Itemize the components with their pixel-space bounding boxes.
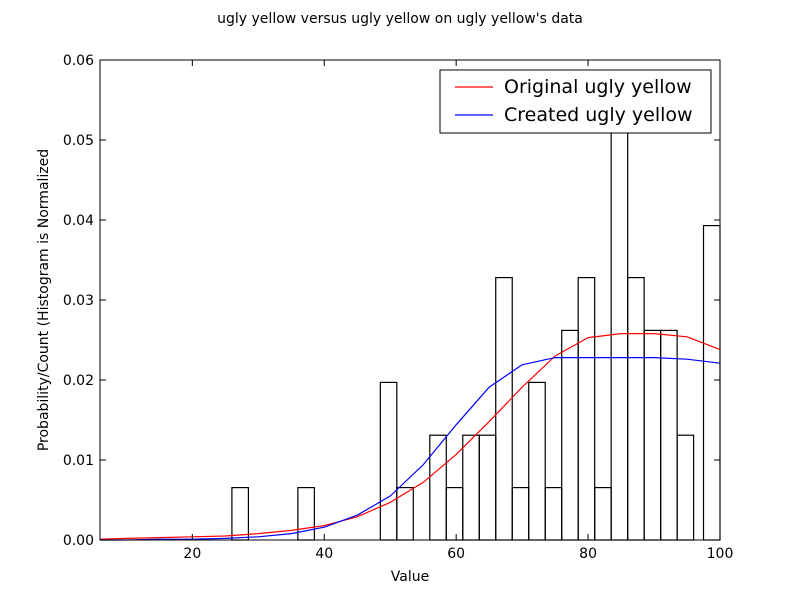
legend-box [439, 69, 712, 134]
x-tick-label-100: 100 [707, 546, 734, 562]
series-lines [99, 333, 721, 541]
x-tick-label-60: 60 [447, 546, 465, 562]
histogram-bar-7 [478, 434, 497, 541]
histogram-bar-11 [544, 487, 563, 541]
histogram-bar-6 [462, 434, 480, 541]
series-line-0 [99, 333, 721, 540]
x-tick-label-80: 80 [579, 546, 597, 562]
histogram-bar-14 [594, 487, 612, 541]
chart-title: ugly yellow versus ugly yellow on ugly y… [217, 11, 583, 27]
histogram-bar-8 [495, 277, 513, 541]
histogram-bar-15 [610, 120, 629, 541]
legend-label-created: Created ugly yellow [504, 104, 693, 126]
y-tick-label-1: 0.01 [63, 453, 94, 469]
histogram-bar-19 [676, 434, 695, 541]
y-tick-label-6: 0.06 [63, 53, 94, 69]
y-tick-label-2: 0.02 [63, 373, 94, 389]
x-tick-label-20: 20 [183, 546, 201, 562]
x-axis-label: Value [391, 569, 429, 585]
histogram-bar-5 [445, 487, 464, 541]
histogram-bar-20 [702, 225, 721, 541]
histogram-bars [231, 120, 721, 541]
y-axis: 0.00 0.01 0.02 0.03 0.04 0.05 0.06 [63, 53, 720, 549]
histogram-bar-2 [379, 381, 398, 541]
histogram-bar-16 [627, 277, 645, 541]
histogram-bar-18 [660, 329, 678, 541]
histogram-bar-12 [561, 329, 579, 541]
x-tick-label-40: 40 [315, 546, 333, 562]
histogram-bar-10 [528, 381, 546, 541]
histogram-bar-4 [429, 434, 447, 541]
x-axis: 20 40 60 80 100 [183, 60, 733, 562]
y-axis-label: Probability/Count (Histogram is Normaliz… [36, 149, 52, 451]
y-tick-label-3: 0.03 [63, 293, 94, 309]
histogram-bar-3 [396, 487, 414, 541]
y-tick-label-5: 0.05 [63, 133, 94, 149]
histogram-bar-0 [231, 487, 250, 541]
legend-label-original: Original ugly yellow [504, 76, 692, 98]
y-tick-label-0: 0.00 [63, 533, 94, 549]
legend: Original ugly yellow Created ugly yellow [439, 69, 712, 134]
histogram-bar-13 [577, 277, 596, 541]
series-line-1 [100, 357, 721, 541]
y-tick-label-4: 0.04 [63, 213, 94, 229]
histogram-bar-9 [511, 487, 530, 541]
histogram-bar-17 [643, 329, 662, 541]
